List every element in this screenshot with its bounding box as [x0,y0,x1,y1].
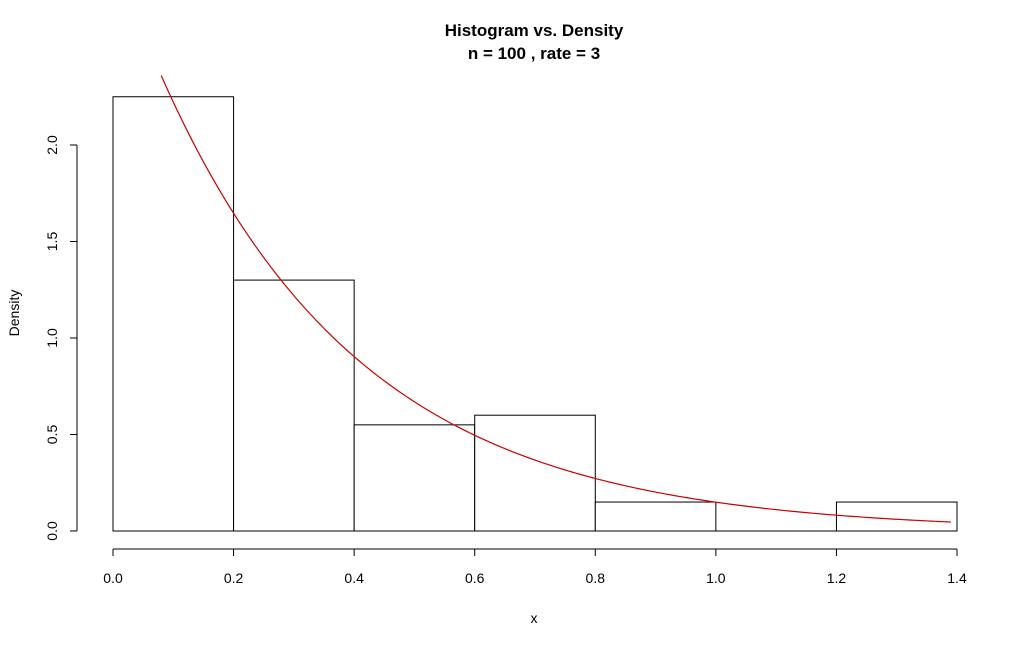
density-curve [160,75,951,523]
y-tick-label: 1.0 [44,328,60,348]
x-axis-label: x [531,610,538,626]
histogram-bars [112,96,958,532]
histogram-bar [112,96,235,532]
x-tick-label: 1.0 [706,570,726,586]
x-tick-label: 0.0 [103,570,123,586]
x-axis: 0.0 0.2 0.4 0.6 0.8 1.0 1.2 1.4 [103,548,967,586]
x-tick-label: 1.4 [947,570,967,586]
x-tick-label: 0.4 [344,570,364,586]
y-tick-label: 1.5 [44,232,60,252]
x-tick-label: 1.2 [827,570,847,586]
density-curve-group [160,75,951,523]
histogram-bar [594,501,717,532]
x-tick-label: 0.2 [224,570,244,586]
histogram-bar [353,424,476,532]
chart-subtitle: n = 100 , rate = 3 [468,44,600,63]
y-tick-label: 0.5 [44,425,60,445]
y-axis-label: Density [6,290,22,337]
chart-title: Histogram vs. Density [445,21,624,40]
y-tick-label: 2.0 [44,135,60,155]
histogram-bar [233,279,355,532]
y-tick-label: 0.0 [44,521,60,541]
y-axis: 0.0 0.5 1.0 1.5 2.0 [44,135,78,541]
x-tick-label: 0.8 [586,570,606,586]
x-tick-label: 0.6 [465,570,485,586]
